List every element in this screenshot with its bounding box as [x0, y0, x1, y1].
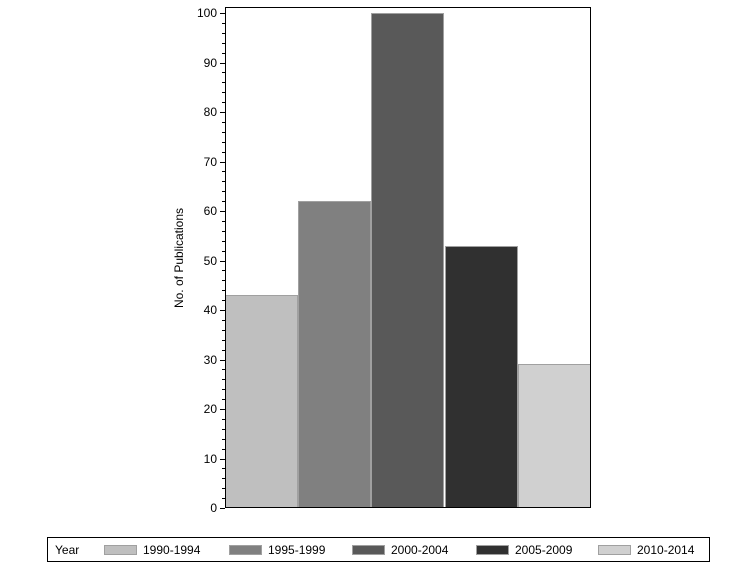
legend-label: 1990-1994	[143, 543, 201, 557]
y-major-tick	[220, 13, 225, 14]
y-minor-tick	[222, 171, 225, 172]
y-major-tick	[220, 310, 225, 311]
y-minor-tick	[222, 369, 225, 370]
legend: Year 1990-1994 1995-1999 2000-2004 2005-200…	[47, 537, 710, 562]
y-minor-tick	[222, 379, 225, 380]
y-major-tick	[220, 162, 225, 163]
bar-2000-2004	[371, 13, 444, 508]
y-tick-label: 10	[203, 452, 217, 466]
y-minor-tick	[222, 53, 225, 54]
y-minor-tick	[222, 33, 225, 34]
y-minor-tick	[222, 231, 225, 232]
y-major-tick	[220, 63, 225, 64]
y-tick-label: 70	[203, 155, 217, 169]
y-tick-label: 100	[196, 6, 217, 20]
legend-swatch	[352, 545, 385, 555]
y-minor-tick	[222, 320, 225, 321]
legend-label: 2010-2014	[637, 543, 695, 557]
y-minor-tick	[222, 251, 225, 252]
y-minor-tick	[222, 152, 225, 153]
y-minor-tick	[222, 102, 225, 103]
y-minor-tick	[222, 191, 225, 192]
y-minor-tick	[222, 330, 225, 331]
y-minor-tick	[222, 82, 225, 83]
y-minor-tick	[222, 399, 225, 400]
y-tick-label: 30	[203, 353, 217, 367]
y-minor-tick	[222, 72, 225, 73]
y-minor-tick	[222, 270, 225, 271]
y-tick-label: 80	[203, 105, 217, 119]
y-major-tick	[220, 112, 225, 113]
y-minor-tick	[222, 478, 225, 479]
y-minor-tick	[222, 280, 225, 281]
legend-label: 2005-2009	[515, 543, 573, 557]
plot-frame	[225, 7, 591, 508]
y-minor-tick	[222, 449, 225, 450]
y-minor-tick	[222, 122, 225, 123]
bar-1995-1999	[298, 201, 371, 508]
y-minor-tick	[222, 350, 225, 351]
y-minor-tick	[222, 142, 225, 143]
y-tick-label: 90	[203, 56, 217, 70]
y-major-tick	[220, 459, 225, 460]
y-minor-tick	[222, 241, 225, 242]
legend-swatch	[104, 545, 137, 555]
legend-label: 1995-1999	[268, 543, 326, 557]
y-minor-tick	[222, 132, 225, 133]
y-minor-tick	[222, 300, 225, 301]
y-minor-tick	[222, 498, 225, 499]
y-minor-tick	[222, 429, 225, 430]
y-tick-label: 60	[203, 204, 217, 218]
y-minor-tick	[222, 201, 225, 202]
legend-title: Year	[55, 543, 80, 557]
y-major-tick	[220, 360, 225, 361]
y-minor-tick	[222, 221, 225, 222]
legend-label: 2000-2004	[391, 543, 449, 557]
bar-2005-2009	[445, 246, 518, 508]
y-minor-tick	[222, 468, 225, 469]
legend-swatch	[229, 545, 262, 555]
y-minor-tick	[222, 181, 225, 182]
y-minor-tick	[222, 92, 225, 93]
legend-swatch	[598, 545, 631, 555]
y-minor-tick	[222, 290, 225, 291]
y-tick-label: 40	[203, 303, 217, 317]
y-tick-label: 0	[210, 501, 217, 515]
legend-swatch	[476, 545, 509, 555]
y-minor-tick	[222, 439, 225, 440]
y-tick-label: 50	[203, 254, 217, 268]
y-major-tick	[220, 211, 225, 212]
y-minor-tick	[222, 43, 225, 44]
y-minor-tick	[222, 340, 225, 341]
y-minor-tick	[222, 23, 225, 24]
y-major-tick	[220, 261, 225, 262]
y-minor-tick	[222, 488, 225, 489]
y-minor-tick	[222, 389, 225, 390]
y-tick-label: 20	[203, 402, 217, 416]
y-major-tick	[220, 508, 225, 509]
y-minor-tick	[222, 419, 225, 420]
y-major-tick	[220, 409, 225, 410]
